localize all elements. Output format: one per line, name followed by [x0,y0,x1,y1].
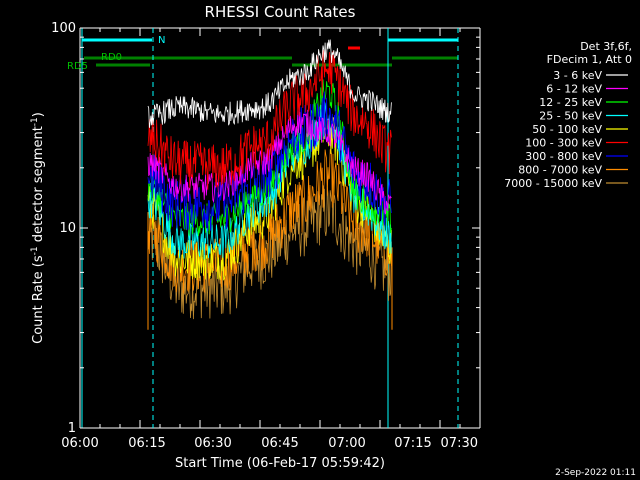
chart-title: RHESSI Count Rates [205,3,356,21]
x-tick-labels: 06:00 06:15 06:30 06:45 07:00 07:15 07:3… [61,436,478,451]
y-tick-label: 100 [51,21,76,36]
legend-label: 12 - 25 keV [539,96,602,109]
legend-label: 300 - 800 keV [525,150,602,163]
y-tick-label: 1 [68,421,76,436]
x-tick-label: 06:15 [128,436,165,451]
series-line-6 [147,91,392,232]
series-line-0 [147,39,392,128]
legend-header-1: Det 3f,6f, [580,40,632,53]
series-line-1 [147,109,392,215]
x-tick-label: 06:45 [261,436,298,451]
series-line-5 [147,49,392,190]
y-axis-label: Count Rate (s-1 detector segment-1) [30,112,46,344]
x-axis-label: Start Time (06-Feb-17 05:59:42) [175,456,385,471]
legend-label: 3 - 6 keV [553,69,602,82]
x-tick-label: 07:00 [328,436,365,451]
legend-label: 6 - 12 keV [546,83,602,96]
footer-date: 2-Sep-2022 01:11 [555,468,636,478]
x-tick-label: 06:00 [61,436,98,451]
attenuator-label-rd5: RD5 [67,61,88,72]
legend-label: 100 - 300 keV [525,137,602,150]
x-tick-label: 07:30 [441,436,478,451]
series-line-3 [147,101,392,260]
legend-header-2: FDecim 1, Att 0 [547,53,632,66]
y-tick-labels: 1 10 100 [51,21,76,436]
x-tick-label: 07:15 [394,436,431,451]
ticks-layer [79,27,481,429]
attenuator-label-rd0: RD0 [101,52,122,63]
attenuator-label-n: N [158,35,165,46]
y-tick-label: 10 [59,221,76,236]
x-tick-label: 06:30 [194,436,231,451]
legend-label: 50 - 100 keV [532,123,602,136]
legend-label: 25 - 50 keV [539,110,602,123]
legend-label: 7000 - 15000 keV [504,177,602,190]
legend-label: 800 - 7000 keV [518,164,602,177]
